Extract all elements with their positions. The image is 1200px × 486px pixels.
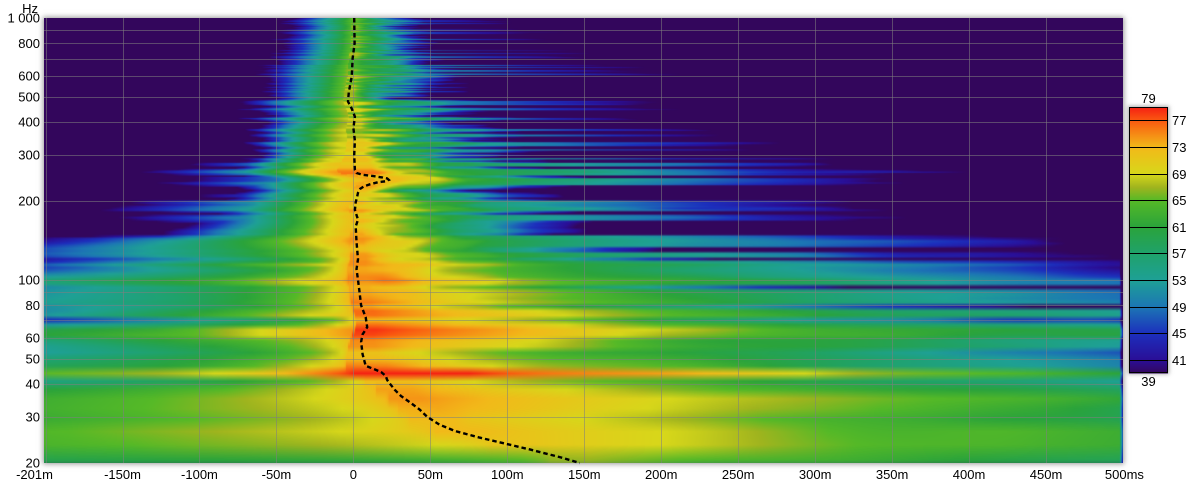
svg-text:500: 500 bbox=[18, 89, 40, 104]
svg-text:69: 69 bbox=[1172, 167, 1186, 182]
svg-text:77: 77 bbox=[1172, 113, 1186, 128]
svg-text:53: 53 bbox=[1172, 273, 1186, 288]
svg-text:50: 50 bbox=[26, 351, 40, 366]
svg-text:300: 300 bbox=[18, 147, 40, 162]
svg-text:500ms: 500ms bbox=[1105, 467, 1145, 482]
svg-text:400m: 400m bbox=[953, 467, 986, 482]
svg-text:50m: 50m bbox=[418, 467, 443, 482]
svg-text:800: 800 bbox=[18, 36, 40, 51]
svg-text:1 000: 1 000 bbox=[7, 11, 40, 26]
svg-text:-50m: -50m bbox=[262, 467, 292, 482]
svg-text:39: 39 bbox=[1141, 374, 1155, 389]
svg-text:200m: 200m bbox=[645, 467, 678, 482]
svg-text:60: 60 bbox=[26, 331, 40, 346]
svg-text:65: 65 bbox=[1172, 193, 1186, 208]
svg-text:400: 400 bbox=[18, 115, 40, 130]
svg-text:40: 40 bbox=[26, 377, 40, 392]
svg-text:30: 30 bbox=[26, 409, 40, 424]
svg-text:57: 57 bbox=[1172, 246, 1186, 261]
svg-text:350m: 350m bbox=[876, 467, 909, 482]
svg-text:200: 200 bbox=[18, 194, 40, 209]
svg-text:-150m: -150m bbox=[104, 467, 141, 482]
svg-text:80: 80 bbox=[26, 298, 40, 313]
svg-text:600: 600 bbox=[18, 69, 40, 84]
svg-text:450m: 450m bbox=[1030, 467, 1063, 482]
svg-text:41: 41 bbox=[1172, 353, 1186, 368]
svg-text:250m: 250m bbox=[722, 467, 755, 482]
svg-text:0: 0 bbox=[350, 467, 357, 482]
svg-text:45: 45 bbox=[1172, 326, 1186, 341]
svg-text:73: 73 bbox=[1172, 140, 1186, 155]
svg-text:79: 79 bbox=[1141, 91, 1155, 106]
svg-text:61: 61 bbox=[1172, 220, 1186, 235]
svg-text:49: 49 bbox=[1172, 300, 1186, 315]
svg-text:Hz: Hz bbox=[22, 1, 38, 16]
svg-text:300m: 300m bbox=[799, 467, 832, 482]
svg-text:20: 20 bbox=[26, 456, 40, 471]
svg-text:-201m: -201m bbox=[16, 467, 53, 482]
svg-text:-100m: -100m bbox=[181, 467, 218, 482]
svg-text:150m: 150m bbox=[568, 467, 601, 482]
svg-text:100: 100 bbox=[18, 272, 40, 287]
svg-text:100m: 100m bbox=[491, 467, 524, 482]
